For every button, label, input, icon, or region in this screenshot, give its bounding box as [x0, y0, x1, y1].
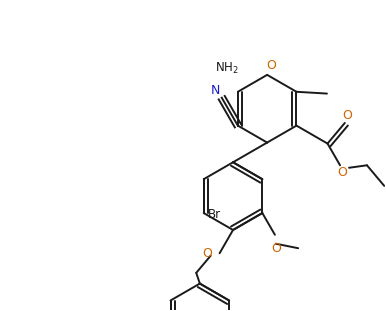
- Text: O: O: [271, 242, 281, 255]
- Text: Br: Br: [208, 207, 221, 220]
- Text: O: O: [203, 247, 213, 260]
- Text: O: O: [266, 59, 276, 72]
- Text: O: O: [342, 109, 352, 123]
- Text: O: O: [337, 166, 347, 179]
- Text: N: N: [211, 84, 220, 97]
- Text: NH$_2$: NH$_2$: [215, 61, 239, 76]
